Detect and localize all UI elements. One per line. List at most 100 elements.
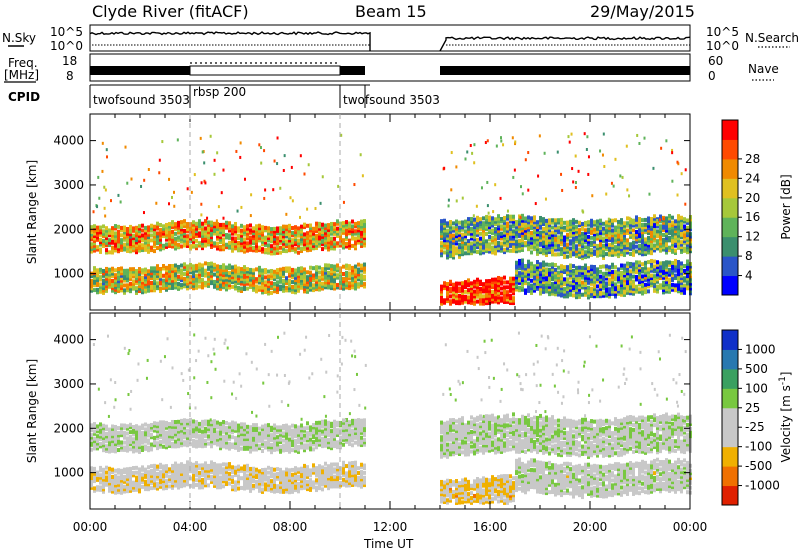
heatmap-cell: [300, 423, 303, 427]
heatmap-cell: [539, 248, 542, 252]
heatmap-cell: [599, 219, 602, 223]
heatmap-cell: [240, 206, 242, 209]
heatmap-cell: [183, 219, 186, 223]
heatmap-cell: [117, 230, 120, 234]
heatmap-cell: [108, 428, 111, 432]
heatmap-cell: [120, 200, 122, 203]
heatmap-cell: [353, 183, 355, 186]
heatmap-cell: [231, 443, 234, 447]
heatmap-cell: [520, 185, 522, 188]
heatmap-cell: [263, 197, 265, 200]
heatmap-cell: [219, 223, 222, 227]
heatmap-cell: [282, 431, 285, 435]
heatmap-cell: [165, 223, 168, 227]
heatmap-cell: [327, 263, 330, 267]
heatmap-cell: [240, 224, 243, 228]
heatmap-cell: [225, 421, 228, 425]
heatmap-cell: [677, 260, 680, 264]
heatmap-cell: [470, 281, 473, 285]
heatmap-cell: [443, 167, 445, 170]
heatmap-cell: [291, 166, 293, 169]
heatmap-cell: [542, 227, 545, 231]
heatmap-cell: [488, 279, 491, 283]
heatmap-cell: [213, 273, 216, 277]
heatmap-cell: [551, 282, 554, 286]
heatmap-cell: [587, 235, 590, 239]
heatmap-cell: [476, 216, 479, 220]
heatmap-cell: [306, 224, 309, 228]
heatmap-cell: [103, 186, 105, 189]
heatmap-cell: [222, 223, 225, 227]
heatmap-cell: [512, 277, 515, 281]
heatmap-cell: [180, 268, 183, 272]
heatmap-cell: [153, 421, 156, 425]
date-title: 29/May/2015: [590, 2, 695, 21]
heatmap-cell: [255, 267, 258, 271]
heatmap-cell: [497, 241, 500, 245]
heatmap-cell: [608, 277, 611, 281]
heatmap-cell: [102, 269, 105, 273]
heatmap-cell: [240, 422, 243, 426]
heatmap-cell: [312, 273, 315, 277]
heatmap-cell: [348, 420, 351, 424]
heatmap-cell: [557, 252, 560, 256]
heatmap-cell: [156, 441, 159, 445]
heatmap-cell: [345, 220, 348, 224]
heatmap-cell: [351, 244, 354, 248]
heatmap-cell: [141, 268, 144, 272]
heatmap-cell: [461, 233, 464, 237]
heatmap-cell: [117, 468, 120, 472]
heatmap-cell: [635, 245, 638, 249]
heatmap-cell: [674, 249, 677, 253]
heatmap-cell: [276, 425, 279, 429]
heatmap-cell: [111, 226, 114, 230]
heatmap-cell: [357, 418, 360, 422]
heatmap-cell: [243, 237, 246, 241]
heatmap-cell: [255, 284, 258, 288]
heatmap-cell: [506, 285, 509, 289]
heatmap-cell: [261, 449, 264, 453]
heatmap-cell: [465, 157, 467, 160]
heatmap-cell: [481, 186, 483, 189]
heatmap-cell: [105, 466, 108, 470]
heatmap-cell: [464, 295, 467, 299]
heatmap-cell: [321, 429, 324, 433]
heatmap-cell: [132, 279, 135, 283]
heatmap-cell: [509, 249, 512, 253]
heatmap-cell: [515, 261, 518, 265]
heatmap-cell: [641, 267, 644, 271]
heatmap-cell: [102, 468, 105, 472]
heatmap-cell: [608, 287, 611, 291]
heatmap-cell: [93, 486, 96, 490]
heatmap-cell: [294, 424, 297, 428]
heatmap-cell: [192, 419, 195, 423]
heatmap-cell: [144, 268, 147, 272]
heatmap-cell: [276, 162, 278, 165]
heatmap-cell: [120, 266, 123, 270]
heatmap-cell: [267, 270, 270, 274]
heatmap-cell: [252, 246, 255, 250]
heatmap-cell: [548, 263, 551, 267]
heatmap-cell: [473, 143, 475, 146]
heatmap-cell: [258, 285, 261, 289]
heatmap-cell: [626, 216, 629, 220]
heatmap-cell: [222, 420, 225, 424]
heatmap-cell: [258, 427, 261, 431]
heatmap-cell: [647, 260, 650, 264]
heatmap-cell: [608, 218, 610, 221]
heatmap-cell: [204, 269, 207, 273]
heatmap-cell: [596, 284, 599, 288]
heatmap-cell: [106, 155, 108, 158]
heatmap-cell: [668, 268, 671, 272]
heatmap-cell: [449, 299, 452, 303]
heatmap-cell: [485, 239, 488, 243]
heatmap-cell: [470, 217, 473, 221]
heatmap-cell: [683, 276, 686, 280]
heatmap-cell: [306, 421, 309, 425]
heatmap-cell: [659, 215, 662, 219]
heatmap-cell: [518, 239, 521, 243]
heatmap-cell: [524, 288, 527, 292]
heatmap-cell: [619, 174, 621, 177]
heatmap-cell: [500, 224, 503, 228]
